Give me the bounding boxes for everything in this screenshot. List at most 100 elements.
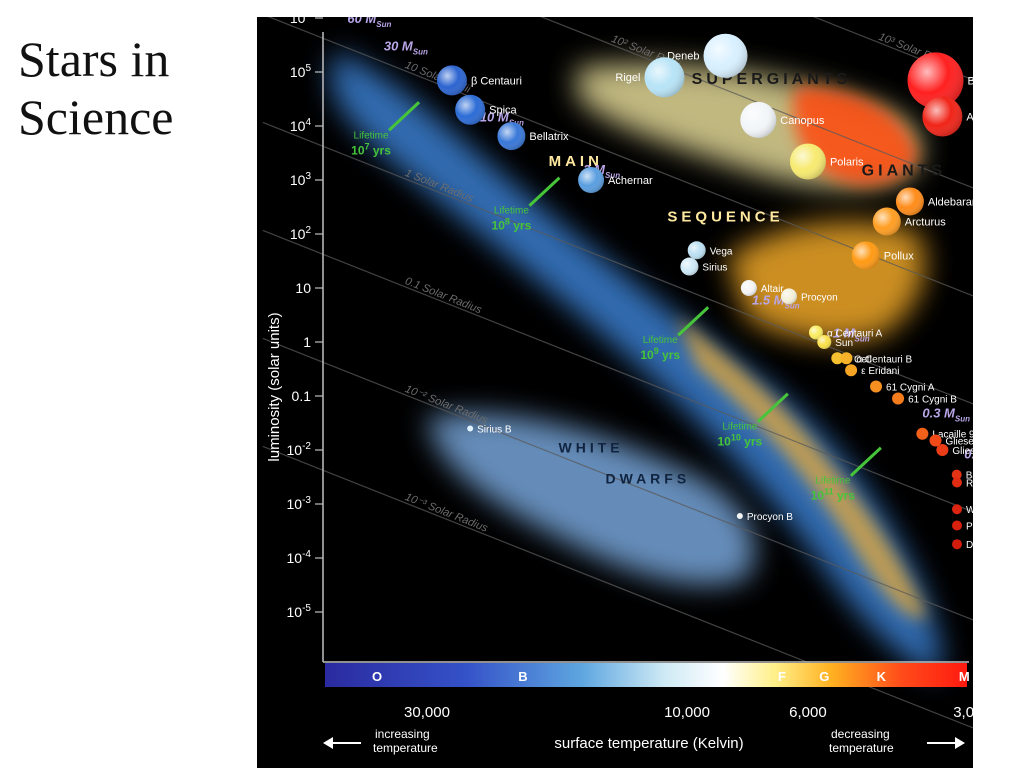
lifetime-word-4: Lifetime xyxy=(815,476,850,487)
star-marker-gliese-725-a xyxy=(929,434,942,447)
star-label-gliese-725-a: Gliese 725 A xyxy=(946,436,973,447)
star-shine-bellatrix xyxy=(497,122,526,151)
star-label-61-cygni-b: 61 Cygni B xyxy=(908,394,957,405)
star-shine-rigel xyxy=(644,57,685,98)
y-tick-label-0: 106 xyxy=(290,17,312,26)
star-label-spica: Spica xyxy=(489,105,517,117)
star-label-betelgeuse: Betelgeuse xyxy=(968,75,973,87)
star-marker-61-cygni-b xyxy=(892,392,905,405)
star-proxima-centauri: Proxima Centauri xyxy=(952,520,973,532)
decreasing-arrow-label-line2: temperature xyxy=(829,741,894,755)
star-shine-centauri xyxy=(436,65,467,96)
star-label-bellatrix: Bellatrix xyxy=(529,131,569,143)
star-label-eridani: ε Eridani xyxy=(861,366,899,377)
star-shine-sun xyxy=(817,335,832,349)
y-tick-label-5: 10 xyxy=(295,280,311,296)
y-tick-label-6: 1 xyxy=(303,334,311,350)
mass-label-6: 0.3 MSun xyxy=(922,405,970,423)
x-tick-label-0: 30,000 xyxy=(404,704,450,721)
star-shine-altair xyxy=(740,280,757,296)
star-shine-deneb xyxy=(703,33,748,78)
star-centauri: β Centauri xyxy=(436,65,522,96)
star-label-ross-128: Ross 128 xyxy=(966,479,973,490)
star-shine-achernar xyxy=(578,167,605,193)
star-marker-barnard-s-star xyxy=(951,469,962,480)
spectral-class-bar xyxy=(325,663,967,687)
star-eridani: ε Eridani xyxy=(845,364,899,377)
radius-line-0 xyxy=(812,17,973,81)
star-marker-gliese-725-b xyxy=(936,444,949,456)
region-label-dwarfs: DWARFS xyxy=(606,470,691,486)
star-achernar: Achernar xyxy=(578,167,653,193)
star-marker-eridani xyxy=(845,364,858,377)
radius-line-3 xyxy=(262,121,973,405)
y-tick-label-3: 103 xyxy=(290,171,312,188)
mass-label-4: 1.5 MSun xyxy=(752,292,800,310)
star-altair: Altair xyxy=(740,280,784,296)
star-label-ceti: τ Ceti xyxy=(847,354,872,365)
star-label-aldebaran: Aldebaran xyxy=(928,196,973,208)
spectral-class-k: K xyxy=(877,669,887,684)
y-axis-label: luminosity (solar units) xyxy=(266,312,283,461)
star-procyon: Procyon xyxy=(780,288,838,305)
star-ross-128: Ross 128 xyxy=(952,477,973,490)
star-marker-61-cygni-a xyxy=(870,380,883,393)
star-centauri-b: α Centauri B xyxy=(840,352,913,365)
x-tick-label-2: 6,000 xyxy=(789,704,827,721)
star-shine-betelgeuse xyxy=(907,52,964,109)
star-marker-dx-cancri xyxy=(952,539,962,550)
star-label-arcturus: Arcturus xyxy=(905,217,946,229)
star-label-sun: Sun xyxy=(835,338,853,349)
y-axis-ticks: 1061051041031021010.110-210-310-410-5 xyxy=(287,17,323,620)
star-arcturus: Arcturus xyxy=(872,207,946,236)
y-tick-label-1: 105 xyxy=(290,63,312,80)
lifetime-word-2: Lifetime xyxy=(643,335,678,346)
star-label-sirius: Sirius xyxy=(702,263,727,274)
star-label-proxima-centauri: Proxima Centauri xyxy=(966,521,973,532)
region-label-sequence: SEQUENCE xyxy=(667,209,783,226)
star-procyon-b: Procyon B xyxy=(736,512,793,523)
radius-line-4 xyxy=(262,229,973,513)
lifetime-value-3: 1010 yrs xyxy=(717,433,762,449)
y-tick-label-9: 10-3 xyxy=(287,495,312,512)
star-shine-centauri-a xyxy=(808,325,823,340)
lifetime-value-0: 107 yrs xyxy=(351,141,391,157)
star-barnard-s-star: Barnard's Star xyxy=(951,469,973,482)
star-label-procyon: Procyon xyxy=(801,292,838,303)
star-antares: Antares xyxy=(922,96,973,137)
star-label-procyon-b: Procyon B xyxy=(747,512,793,523)
x-axis-ticks: 30,000 10,000 6,000 3,000 xyxy=(404,704,973,721)
star-shine-vega xyxy=(687,241,706,260)
star-label-61-cygni-a: 61 Cygni A xyxy=(886,382,935,393)
star-shine-antares xyxy=(922,96,963,137)
mass-label-7: 0.1 MSun xyxy=(964,446,973,464)
star-ceti: τ Ceti xyxy=(831,352,872,365)
lifetime-leader-4 xyxy=(849,446,882,477)
y-tick-label-10: 10-4 xyxy=(287,549,312,566)
lifetime-word-3: Lifetime xyxy=(722,422,757,433)
star-marker-centauri-b xyxy=(840,352,853,365)
star-label-polaris: Polaris xyxy=(830,157,864,169)
star-wolf-359: Wolf 359 xyxy=(952,504,973,516)
star-gliese-725-a: Gliese 725 A xyxy=(929,434,973,447)
mass-label-1: 30 MSun xyxy=(384,39,428,57)
lifetime-word-0: Lifetime xyxy=(354,130,389,141)
mass-label-5: 1 MSun xyxy=(833,326,870,344)
y-tick-label-8: 10-2 xyxy=(287,441,312,458)
star-spica: Spica xyxy=(455,94,518,125)
white-dwarfs-glow xyxy=(427,413,755,586)
star-label-centauri-b: α Centauri B xyxy=(856,354,912,365)
x-tick-label-1: 10,000 xyxy=(664,704,710,721)
star-shine-aldebaran xyxy=(895,187,924,216)
lifetime-value-1: 108 yrs xyxy=(492,217,532,233)
star-label-antares: Antares xyxy=(966,111,973,123)
y-tick-label-7: 0.1 xyxy=(292,388,312,404)
lifetime-leader-3 xyxy=(756,392,789,423)
star-gliese-725-b: Gliese 725 B xyxy=(936,444,973,457)
region-label-main: MAIN xyxy=(549,153,603,170)
lifetime-value-4: 1011 yrs xyxy=(811,487,856,503)
star-sun: Sun xyxy=(817,335,853,349)
star-rigel: Rigel xyxy=(615,57,685,98)
